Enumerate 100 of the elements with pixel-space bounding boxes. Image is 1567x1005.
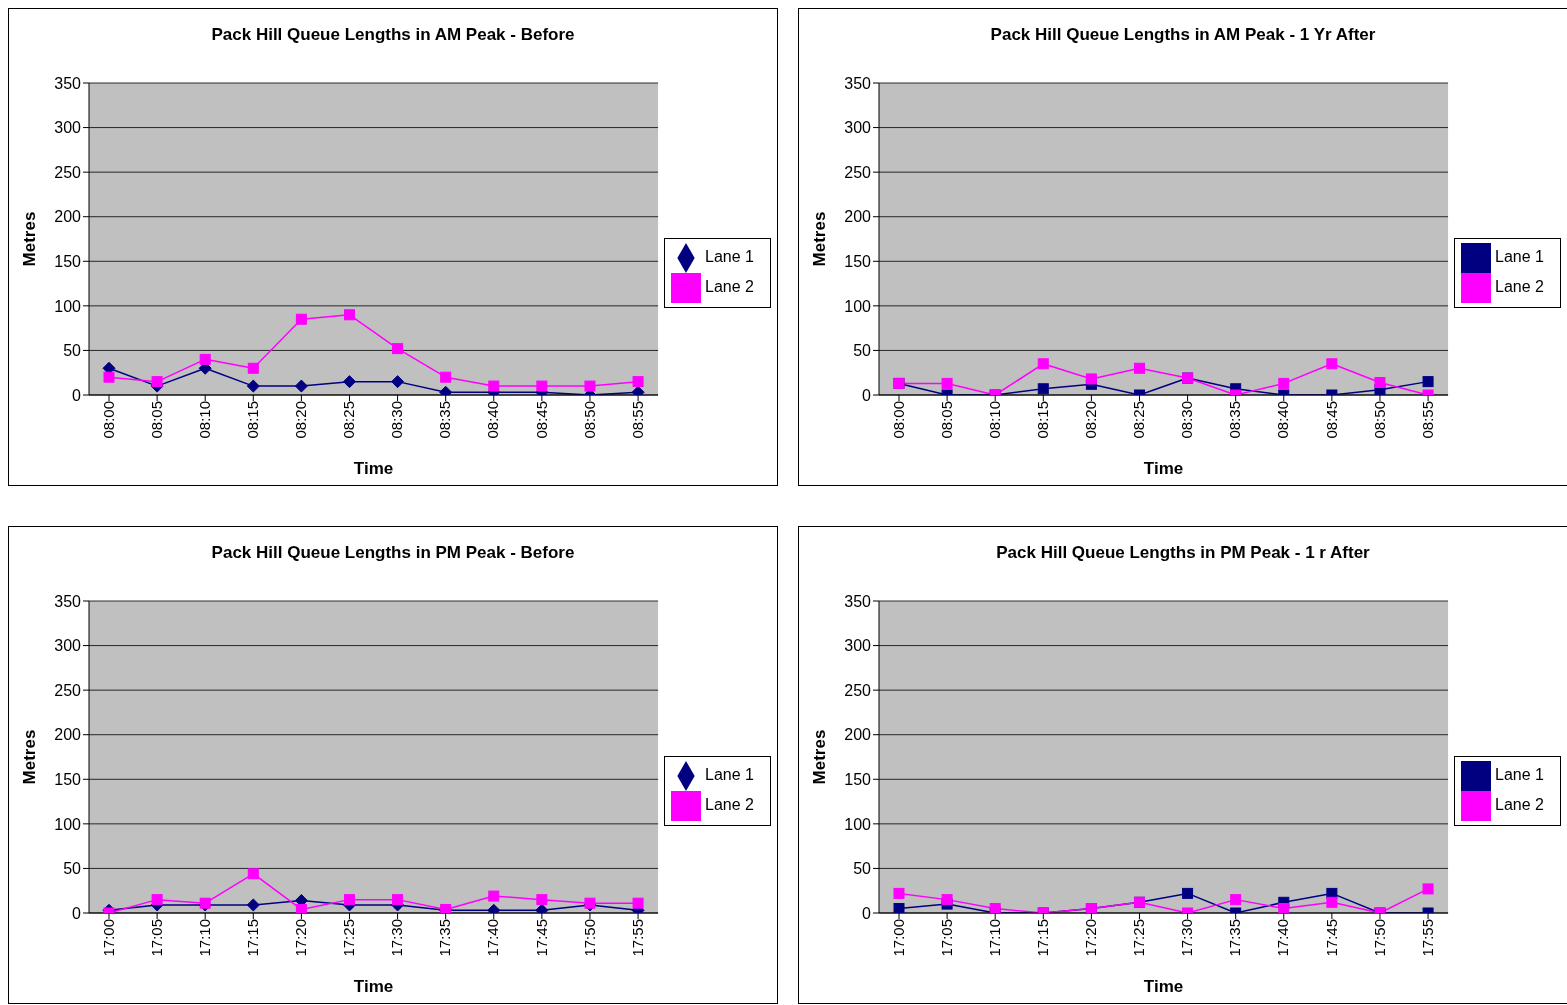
y-tick-label: 200 xyxy=(844,726,872,744)
x-tick-label: 17:55 xyxy=(628,919,646,957)
x-tick-label: 08:40 xyxy=(484,401,502,439)
x-tick-label: 08:35 xyxy=(1226,401,1244,439)
chart-title: Pack Hill Queue Lengths in AM Peak - 1 Yr After xyxy=(989,25,1377,46)
y-tick-label: 100 xyxy=(844,815,872,833)
legend-label: Lane 2 xyxy=(705,795,754,813)
y-tick-label: 300 xyxy=(844,119,872,137)
x-tick-label: 08:00 xyxy=(99,401,117,439)
x-tick-label: 08:55 xyxy=(1418,401,1436,439)
y-tick-label: 150 xyxy=(54,252,82,270)
x-tick-label: 17:35 xyxy=(1226,919,1244,957)
x-tick-label: 08:50 xyxy=(580,401,598,439)
x-tick-label: 08:20 xyxy=(292,401,310,439)
legend-label: Lane 1 xyxy=(1495,247,1544,265)
x-tick-label: 17:45 xyxy=(1322,919,1340,957)
x-tick-label: 17:15 xyxy=(243,919,261,957)
y-tick-label: 350 xyxy=(54,74,82,92)
x-tick-label: 08:05 xyxy=(147,401,165,439)
y-tick-label: 0 xyxy=(862,904,872,922)
x-tick-label: 17:25 xyxy=(1130,919,1148,957)
x-tick-label: 08:15 xyxy=(1033,401,1051,439)
chart-title: Pack Hill Queue Lengths in AM Peak - Before xyxy=(210,25,576,46)
y-tick-label: 50 xyxy=(853,860,872,878)
y-tick-label: 250 xyxy=(844,163,872,181)
x-tick-label: 17:20 xyxy=(1082,919,1100,957)
x-axis-title: Time xyxy=(353,459,394,478)
y-tick-label: 50 xyxy=(63,342,82,360)
y-tick-label: 50 xyxy=(853,342,872,360)
y-tick-label: 300 xyxy=(54,637,82,655)
legend-label: Lane 1 xyxy=(1495,765,1544,783)
y-axis-title: Metres xyxy=(810,729,830,785)
x-tick-label: 17:15 xyxy=(1033,919,1051,957)
x-tick-label: 17:50 xyxy=(1370,919,1388,957)
x-tick-label: 17:35 xyxy=(436,919,454,957)
x-tick-label: 08:40 xyxy=(1274,401,1292,439)
x-tick-label: 17:20 xyxy=(292,919,310,957)
x-tick-label: 17:40 xyxy=(484,919,502,957)
legend-label: Lane 1 xyxy=(705,247,754,265)
x-tick-label: 17:00 xyxy=(889,919,907,957)
x-tick-label: 08:50 xyxy=(1370,401,1388,439)
x-tick-label: 08:55 xyxy=(628,401,646,439)
legend-label: Lane 1 xyxy=(705,765,754,783)
y-tick-label: 200 xyxy=(54,726,82,744)
x-tick-label: 08:25 xyxy=(1130,401,1148,439)
x-tick-label: 17:45 xyxy=(532,919,550,957)
y-tick-label: 0 xyxy=(862,386,872,404)
chart-title: Pack Hill Queue Lengths in PM Peak - 1 r After xyxy=(995,543,1371,564)
y-tick-label: 250 xyxy=(54,681,82,699)
x-axis-title: Time xyxy=(1143,459,1184,478)
y-tick-label: 300 xyxy=(54,119,82,137)
y-tick-label: 100 xyxy=(54,815,82,833)
legend-label: Lane 2 xyxy=(1495,795,1544,813)
y-tick-label: 350 xyxy=(54,592,82,610)
y-axis-title: Metres xyxy=(810,211,830,267)
x-tick-label: 08:15 xyxy=(243,401,261,439)
chart-title: Pack Hill Queue Lengths in PM Peak - Before xyxy=(210,543,576,564)
x-axis-title: Time xyxy=(353,977,394,996)
x-tick-label: 17:30 xyxy=(388,919,406,957)
x-axis-title: Time xyxy=(1143,977,1184,996)
x-tick-label: 17:10 xyxy=(195,919,213,957)
x-tick-label: 17:05 xyxy=(147,919,165,957)
x-tick-label: 17:05 xyxy=(937,919,955,957)
x-tick-label: 08:30 xyxy=(388,401,406,439)
x-tick-label: 08:00 xyxy=(889,401,907,439)
y-tick-label: 150 xyxy=(54,770,82,788)
y-axis-title: Metres xyxy=(20,211,40,267)
x-tick-label: 08:45 xyxy=(532,401,550,439)
x-tick-label: 17:25 xyxy=(340,919,358,957)
x-tick-label: 08:30 xyxy=(1178,401,1196,439)
x-tick-label: 17:40 xyxy=(1274,919,1292,957)
x-tick-label: 08:45 xyxy=(1322,401,1340,439)
y-axis-title: Metres xyxy=(20,729,40,785)
legend-label: Lane 2 xyxy=(1495,277,1544,295)
y-tick-label: 0 xyxy=(72,904,82,922)
x-tick-label: 17:55 xyxy=(1418,919,1436,957)
x-tick-label: 17:50 xyxy=(580,919,598,957)
y-tick-label: 350 xyxy=(844,592,872,610)
x-tick-label: 08:10 xyxy=(985,401,1003,439)
y-tick-label: 50 xyxy=(63,860,82,878)
x-tick-label: 08:20 xyxy=(1082,401,1100,439)
x-tick-label: 08:25 xyxy=(340,401,358,439)
y-tick-label: 0 xyxy=(72,386,82,404)
x-tick-label: 17:00 xyxy=(99,919,117,957)
x-tick-label: 08:10 xyxy=(195,401,213,439)
y-tick-label: 100 xyxy=(54,297,82,315)
x-tick-label: 08:35 xyxy=(436,401,454,439)
y-tick-label: 300 xyxy=(844,637,872,655)
y-tick-label: 100 xyxy=(844,297,872,315)
y-tick-label: 350 xyxy=(844,74,872,92)
y-tick-label: 200 xyxy=(54,208,82,226)
y-tick-label: 150 xyxy=(844,770,872,788)
y-tick-label: 250 xyxy=(54,163,82,181)
x-tick-label: 17:10 xyxy=(985,919,1003,957)
y-tick-label: 250 xyxy=(844,681,872,699)
x-tick-label: 08:05 xyxy=(937,401,955,439)
x-tick-label: 17:30 xyxy=(1178,919,1196,957)
legend-label: Lane 2 xyxy=(705,277,754,295)
y-tick-label: 200 xyxy=(844,208,872,226)
y-tick-label: 150 xyxy=(844,252,872,270)
